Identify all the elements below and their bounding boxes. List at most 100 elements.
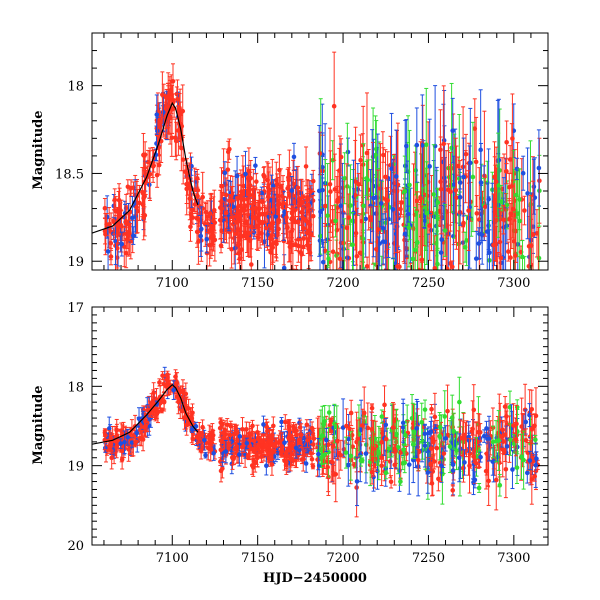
point-marker [466,208,471,213]
data-point [536,129,542,207]
data-point [165,82,171,113]
point-marker [219,199,224,204]
data-point [256,200,262,241]
point-marker [232,245,238,251]
point-marker [218,243,224,248]
data-point [203,202,209,222]
data-point [151,159,156,173]
data-point [125,179,131,195]
point-marker [115,223,120,229]
point-marker [175,96,180,102]
data-point [207,193,213,234]
point-marker [344,225,350,231]
point-marker [237,212,243,218]
data-point [410,221,416,270]
point-marker [383,272,388,277]
point-marker [177,106,182,111]
point-marker [199,226,204,232]
data-point [393,129,399,224]
data-point [456,114,462,244]
point-marker [125,184,131,190]
point-marker [427,164,432,169]
point-marker [391,295,396,300]
data-point [192,167,197,213]
data-point [478,89,483,211]
point-marker [265,185,271,191]
point-marker [438,147,443,153]
point-marker [285,225,290,230]
point-marker [160,92,165,98]
data-point [407,129,412,241]
data-point [504,180,510,230]
data-point [514,157,520,181]
point-marker [371,195,376,201]
point-marker [509,183,515,189]
point-marker [398,206,403,212]
point-marker [301,216,307,221]
data-point [442,204,448,257]
point-marker [432,265,438,270]
data-point [345,137,351,167]
point-marker [203,209,209,215]
point-marker [457,194,463,200]
point-marker [194,176,200,181]
data-point [119,231,125,257]
point-marker [104,222,109,227]
point-marker [338,154,344,160]
point-marker [281,265,287,270]
point-marker [463,151,469,157]
point-marker [165,95,171,101]
data-point [260,199,265,246]
point-marker [390,206,396,212]
data-point [373,115,378,195]
point-marker [130,215,135,221]
data-point [333,204,338,238]
data-point [506,241,511,262]
data-point [254,201,260,250]
point-marker [455,163,461,169]
point-marker [477,217,482,222]
point-marker [536,255,542,261]
data-point [239,223,245,270]
point-marker [529,243,534,248]
point-marker [378,201,384,206]
point-marker [415,240,420,245]
data-point [199,206,204,252]
point-marker [510,136,515,141]
x-tick-label: 7150 [241,276,274,291]
point-marker [420,143,425,148]
data-point [478,227,484,241]
point-marker [188,224,193,230]
point-marker [450,128,456,133]
point-marker [266,214,272,220]
point-marker [331,103,337,109]
point-marker [438,250,444,255]
data-point [504,120,509,165]
point-marker [160,109,166,115]
data-point [233,212,239,256]
data-point [432,235,438,270]
point-marker [514,166,520,172]
point-marker [476,241,482,246]
data-point [124,229,130,249]
data-point [254,172,259,191]
point-marker [114,245,120,251]
data-point [265,162,271,213]
data-point [461,137,466,217]
point-marker [179,145,184,151]
point-marker [322,248,328,254]
data-point [368,206,373,229]
point-marker [405,291,410,296]
data-point [453,137,459,243]
data-point [131,226,136,245]
point-marker [333,218,338,224]
point-marker [116,197,122,203]
point-marker [134,205,139,210]
point-marker [412,247,418,253]
data-point [529,194,534,270]
point-marker [419,257,425,263]
point-marker [407,182,412,188]
point-marker [271,183,276,189]
point-marker [346,215,352,220]
